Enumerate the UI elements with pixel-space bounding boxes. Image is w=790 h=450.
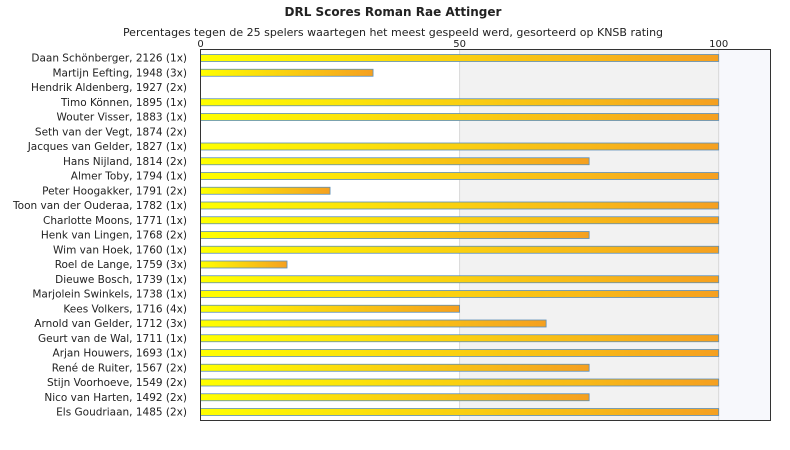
bar	[200, 393, 590, 402]
category-label: René de Ruiter, 1567 (2x)	[52, 362, 187, 374]
category-label: Daan Schönberger, 2126 (1x)	[31, 53, 187, 65]
bars	[200, 54, 720, 416]
x-tick-label: 0	[197, 39, 203, 50]
bar	[200, 260, 288, 269]
category-label: Marjolein Swinkels, 1738 (1x)	[32, 289, 187, 301]
category-label: Peter Hoogakker, 1791 (2x)	[42, 185, 187, 197]
bar	[200, 98, 720, 107]
category-label: Geurt van de Wal, 1711 (1x)	[38, 333, 187, 345]
category-label: Hendrik Aldenberg, 1927 (2x)	[31, 82, 187, 94]
bar	[200, 201, 720, 210]
category-label: Toon van der Ouderaa, 1782 (1x)	[12, 200, 187, 212]
x-tick-labels: 0 50 100	[197, 39, 728, 50]
bar	[200, 275, 720, 284]
bar	[200, 186, 331, 195]
category-label: Arnold van Gelder, 1712 (3x)	[34, 318, 187, 330]
bar	[200, 231, 590, 239]
chart-subtitle: Percentages tegen de 25 spelers waartege…	[123, 26, 663, 39]
plot-frame	[200, 49, 771, 421]
bar	[200, 290, 720, 298]
category-labels: Daan Schönberger, 2126 (1x) Martijn Eefti…	[12, 53, 187, 419]
bar	[200, 349, 720, 357]
category-label: Almer Toby, 1794 (1x)	[71, 171, 187, 183]
category-label: Hans Nijland, 1814 (2x)	[63, 156, 187, 168]
bar	[200, 245, 720, 254]
category-label: Charlotte Moons, 1771 (1x)	[43, 215, 187, 227]
bar	[200, 334, 720, 343]
bar	[200, 363, 590, 372]
x-tick-label: 50	[453, 39, 466, 50]
category-label: Roel de Lange, 1759 (3x)	[55, 259, 187, 271]
bar	[200, 54, 720, 62]
chart-title: DRL Scores Roman Rae Attinger	[285, 5, 502, 19]
category-label: Nico van Harten, 1492 (2x)	[44, 392, 187, 404]
bar	[200, 142, 720, 151]
bar	[200, 319, 547, 328]
category-label: Henk van Lingen, 1768 (2x)	[41, 230, 187, 242]
category-label: Jacques van Gelder, 1827 (1x)	[27, 141, 187, 153]
x-tick-label: 100	[709, 39, 728, 50]
bar	[200, 113, 720, 121]
bar	[200, 304, 460, 313]
category-label: Wouter Visser, 1883 (1x)	[57, 112, 188, 124]
category-label: Kees Volkers, 1716 (4x)	[63, 303, 187, 315]
category-label: Wim van Hoek, 1760 (1x)	[53, 244, 187, 256]
category-label: Martijn Eefting, 1948 (3x)	[52, 67, 187, 79]
bar	[200, 378, 720, 387]
band-100-plus	[718, 49, 771, 421]
bar	[200, 216, 720, 225]
category-label: Dieuwe Bosch, 1739 (1x)	[55, 274, 187, 286]
bar	[200, 68, 374, 77]
bar	[200, 172, 720, 180]
category-label: Els Goudriaan, 1485 (2x)	[56, 407, 187, 419]
category-label: Seth van der Vegt, 1874 (2x)	[35, 126, 187, 138]
category-label: Timo Können, 1895 (1x)	[60, 97, 187, 109]
category-label: Arjan Houwers, 1693 (1x)	[53, 348, 187, 360]
bar	[200, 408, 720, 416]
bar	[200, 157, 590, 166]
category-label: Stijn Voorhoeve, 1549 (2x)	[47, 377, 187, 389]
